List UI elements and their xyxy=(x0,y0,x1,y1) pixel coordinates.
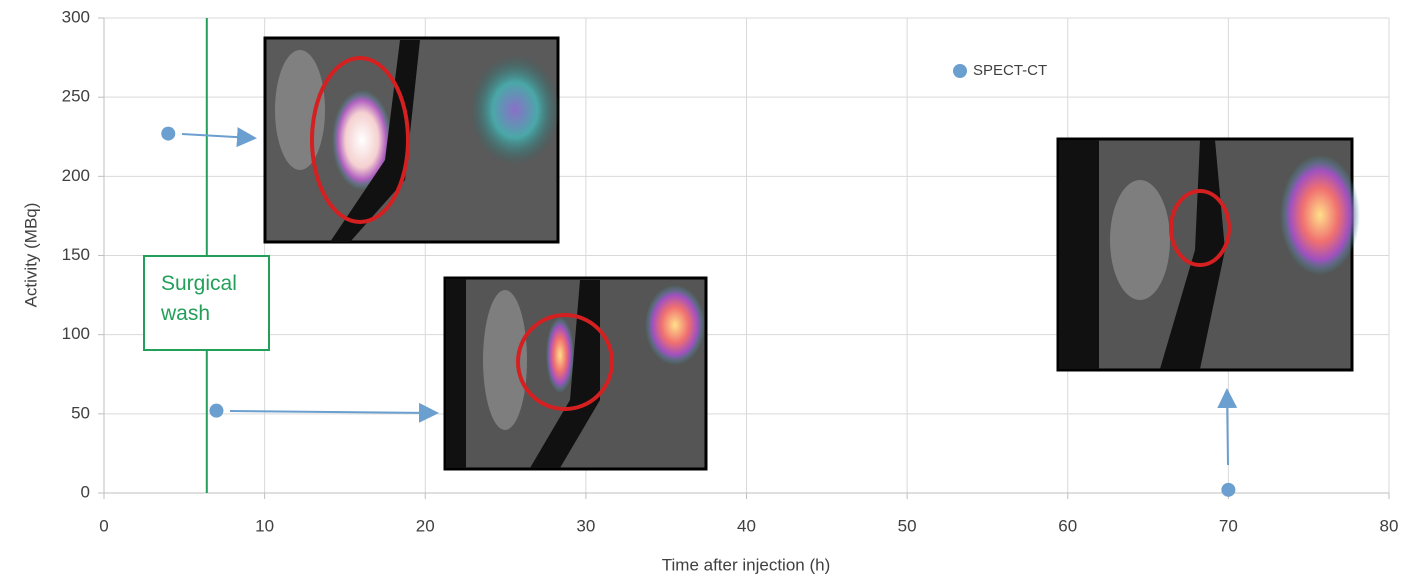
data-point xyxy=(209,404,223,418)
arrow xyxy=(230,411,435,413)
y-tick-label: 150 xyxy=(62,245,90,264)
x-tick-label: 30 xyxy=(576,516,595,535)
x-tick-label: 10 xyxy=(255,516,274,535)
y-tick-label: 300 xyxy=(62,7,90,26)
x-tick-label: 70 xyxy=(1219,516,1238,535)
y-tick-label: 50 xyxy=(71,403,90,422)
y-tick-label: 0 xyxy=(81,482,90,501)
x-tick-label: 20 xyxy=(416,516,435,535)
data-point xyxy=(161,127,175,141)
page: Activity (MBq) Time after injection (h) … xyxy=(0,0,1416,581)
arrow xyxy=(182,134,253,138)
arrow xyxy=(1227,392,1228,465)
x-tick-label: 60 xyxy=(1058,516,1077,535)
inset-image xyxy=(445,278,706,469)
y-tick-label: 100 xyxy=(62,324,90,343)
annotation: Surgical wash xyxy=(143,255,270,351)
legend-marker xyxy=(953,64,967,78)
data-point xyxy=(1221,483,1235,497)
x-tick-label: 0 xyxy=(99,516,108,535)
x-tick-label: 40 xyxy=(737,516,756,535)
x-tick-label: 50 xyxy=(898,516,917,535)
y-axis-label: Activity (MBq) xyxy=(21,203,40,308)
x-tick-label: 80 xyxy=(1380,516,1399,535)
y-tick-label: 200 xyxy=(62,166,90,185)
x-axis-label: Time after injection (h) xyxy=(662,555,830,574)
inset-image xyxy=(265,38,560,242)
legend-label: SPECT-CT xyxy=(973,62,1047,79)
y-tick-label: 250 xyxy=(62,87,90,106)
inset-image xyxy=(1058,139,1360,370)
